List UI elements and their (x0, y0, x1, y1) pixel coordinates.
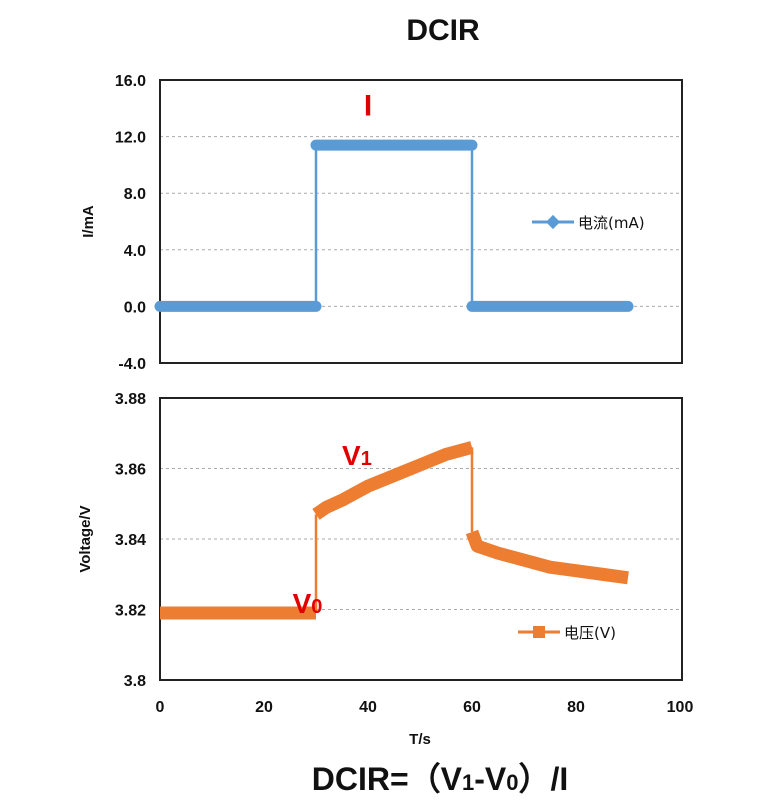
annotation-current: I (364, 89, 372, 122)
y-tick-label: 16.0 (115, 73, 146, 90)
y-tick-label: 3.82 (115, 603, 146, 620)
formula-v1: V (441, 761, 463, 797)
plot-frame (159, 79, 683, 364)
x-tick-label: 40 (359, 699, 377, 716)
x-axis-label: T/s (409, 731, 431, 748)
y-tick-label: 3.88 (115, 391, 146, 408)
y-axis-label: I/mA (80, 205, 97, 238)
formula-lp: （ (409, 760, 441, 798)
y-tick-label: 3.8 (124, 673, 146, 690)
x-tick-label: 20 (255, 699, 273, 716)
y-axis-label: Voltage/V (77, 505, 94, 572)
annotation-letter: V (293, 588, 312, 619)
annotation-v1: V1 (342, 440, 372, 471)
legend-square-icon (533, 626, 545, 638)
formula-rp: ） (518, 760, 550, 798)
legend-label: 电压(V) (564, 624, 616, 642)
legend-diamond-icon (545, 214, 561, 230)
legend-label: 电流(mA) (578, 214, 645, 232)
y-tick-label: 12.0 (115, 130, 146, 147)
dcir-formula: DCIR=（V1-V0）/I (312, 760, 569, 798)
formula-tail: /I (551, 761, 569, 797)
annotation-v0: V0 (293, 588, 323, 619)
x-tick-label: 0 (156, 699, 165, 716)
x-tick-label: 80 (567, 699, 585, 716)
annotation-letter: V (342, 440, 361, 471)
formula-v0: V (485, 761, 507, 797)
formula-v1sub: 1 (462, 770, 474, 795)
series-segment (312, 441, 474, 520)
plot-voltage (159, 397, 683, 681)
x-tick-label: 60 (463, 699, 481, 716)
y-tick-label: 3.84 (115, 532, 146, 549)
annotation-subscript: 1 (361, 448, 372, 470)
plot-current (154, 79, 683, 364)
formula-dash: - (474, 761, 485, 797)
chart-title: DCIR (406, 14, 480, 47)
formula-prefix: DCIR= (312, 761, 409, 797)
x-tick-label: 100 (667, 699, 694, 716)
y-tick-label: 8.0 (124, 186, 146, 203)
formula-v0sub: 0 (506, 770, 518, 795)
plot-frame (159, 397, 683, 681)
y-tick-label: 4.0 (124, 243, 146, 260)
annotation-subscript: 0 (311, 596, 322, 618)
y-tick-label: 0.0 (124, 299, 146, 316)
y-tick-label: -4.0 (118, 356, 146, 373)
y-tick-label: 3.86 (115, 462, 146, 479)
series-segment (465, 529, 629, 585)
